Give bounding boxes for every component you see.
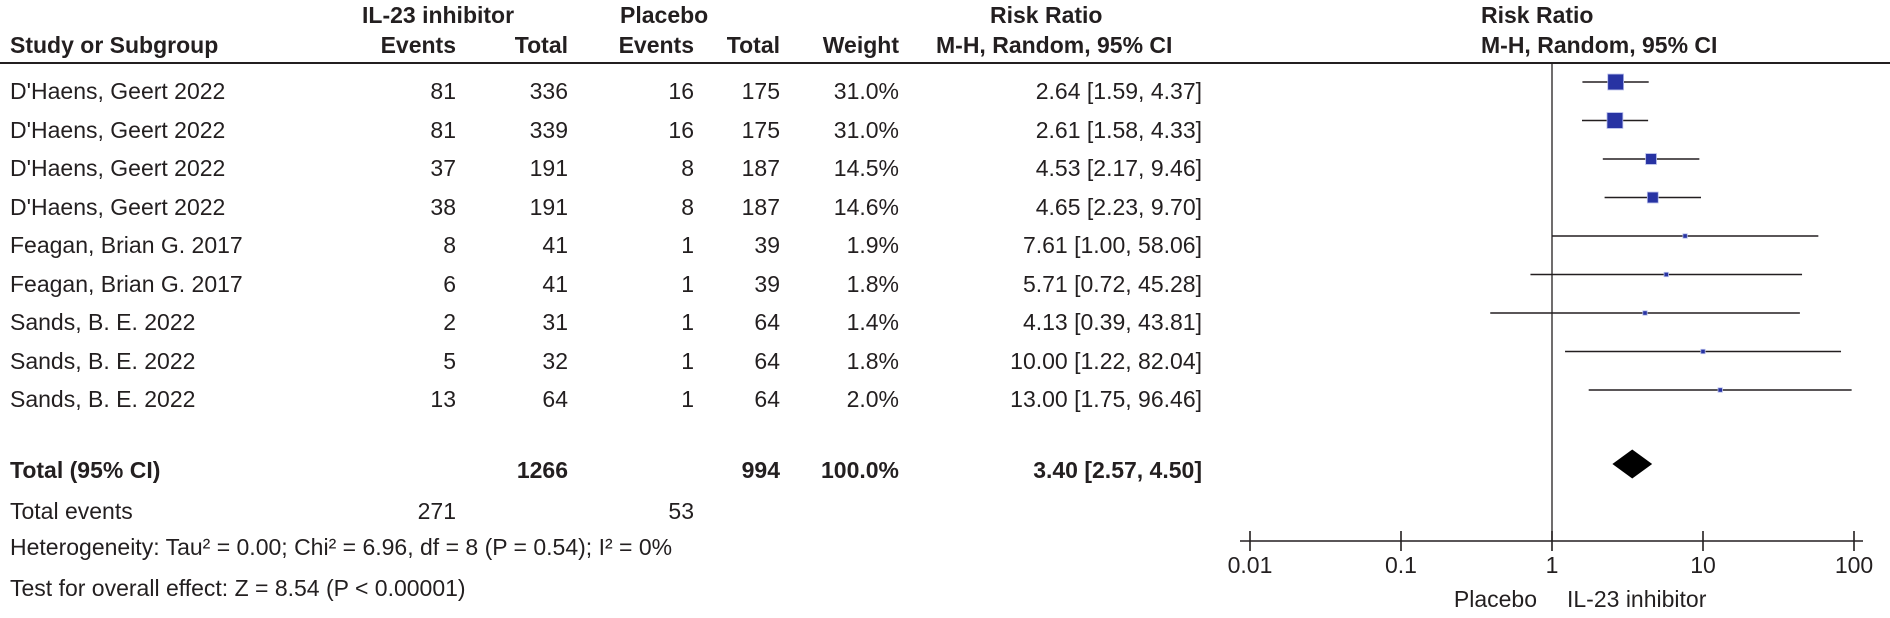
svg-text:0.1: 0.1	[1385, 552, 1417, 578]
svg-text:100: 100	[1835, 552, 1873, 578]
svg-text:IL-23 inhibitor: IL-23 inhibitor	[1567, 586, 1707, 612]
svg-text:1: 1	[1546, 552, 1559, 578]
svg-text:10: 10	[1690, 552, 1716, 578]
svg-text:0.01: 0.01	[1228, 552, 1273, 578]
svg-text:Placebo: Placebo	[1454, 586, 1537, 612]
